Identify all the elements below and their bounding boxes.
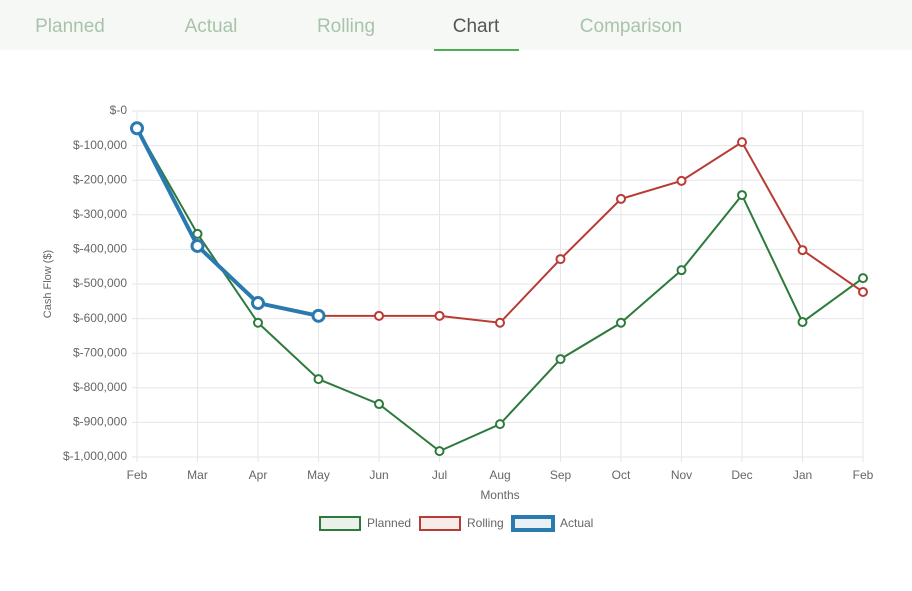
data-point	[858, 286, 868, 297]
data-point	[737, 190, 747, 201]
x-tick-label: Aug	[489, 468, 510, 482]
data-point	[676, 265, 687, 276]
legend-swatch	[419, 516, 461, 531]
data-point	[495, 317, 505, 328]
data-point	[495, 419, 505, 430]
tab[interactable]: Rolling	[317, 16, 375, 37]
series-line	[135, 127, 319, 318]
data-point	[737, 137, 747, 148]
legend-swatch	[511, 515, 555, 532]
tab[interactable]: Actual	[185, 16, 238, 37]
y-tick-label: $-0	[110, 103, 128, 117]
x-tick-label: Sep	[550, 468, 572, 482]
data-point	[858, 273, 868, 284]
tab-bar	[0, 0, 912, 50]
y-tick-label: $-600,000	[73, 311, 127, 325]
y-axis-title: Cash Flow ($)	[42, 250, 54, 318]
x-axis-title: Months	[480, 488, 519, 502]
y-tick-label: $-1,000,000	[63, 449, 127, 463]
y-tick-label: $-500,000	[73, 276, 127, 290]
x-tick-label: Mar	[187, 468, 208, 482]
legend-label: Rolling	[467, 516, 504, 530]
y-tick-label: $-400,000	[73, 242, 127, 256]
data-point	[616, 317, 626, 328]
data-point	[253, 317, 263, 328]
y-tick-label: $-300,000	[73, 207, 127, 221]
y-tick-label: $-200,000	[73, 172, 127, 186]
legend-label: Planned	[367, 516, 411, 530]
data-point	[190, 238, 205, 253]
tab[interactable]: Chart	[453, 16, 500, 37]
data-point	[251, 296, 265, 311]
data-point	[797, 317, 808, 328]
y-tick-label: $-100,000	[73, 138, 127, 152]
x-tick-label: Apr	[249, 468, 268, 482]
data-point	[555, 354, 566, 365]
data-point	[313, 374, 324, 385]
tab[interactable]: Comparison	[580, 16, 682, 37]
y-tick-label: $-900,000	[73, 415, 127, 429]
data-point	[434, 446, 445, 457]
data-point	[616, 193, 626, 204]
legend-swatch	[319, 516, 361, 531]
data-point	[555, 254, 566, 265]
tabs: Planned Actual Rolling Chart Comparison	[35, 16, 682, 51]
data-point	[797, 245, 808, 256]
data-point	[311, 308, 326, 323]
tab[interactable]: Planned	[35, 16, 105, 37]
data-point	[374, 399, 384, 410]
y-tick-label: $-800,000	[73, 380, 127, 394]
x-tick-label: Feb	[853, 468, 874, 482]
legend-label: Actual	[560, 516, 593, 530]
x-tick-label: Jan	[793, 468, 812, 482]
y-tick-label: $-700,000	[73, 345, 127, 359]
data-point	[130, 121, 144, 136]
x-tick-label: Nov	[671, 468, 692, 482]
x-tick-label: May	[307, 468, 330, 482]
data-point	[676, 175, 687, 186]
x-tick-label: Oct	[612, 468, 631, 482]
data-point	[374, 310, 384, 321]
x-tick-label: Jul	[432, 468, 447, 482]
x-tick-label: Dec	[731, 468, 752, 482]
x-tick-label: Jun	[369, 468, 388, 482]
data-point	[434, 310, 445, 321]
x-tick-label: Feb	[127, 468, 148, 482]
chart: $-0 $-100,000 $-200,000 $-300,000 $-400,000 $…	[42, 103, 874, 532]
